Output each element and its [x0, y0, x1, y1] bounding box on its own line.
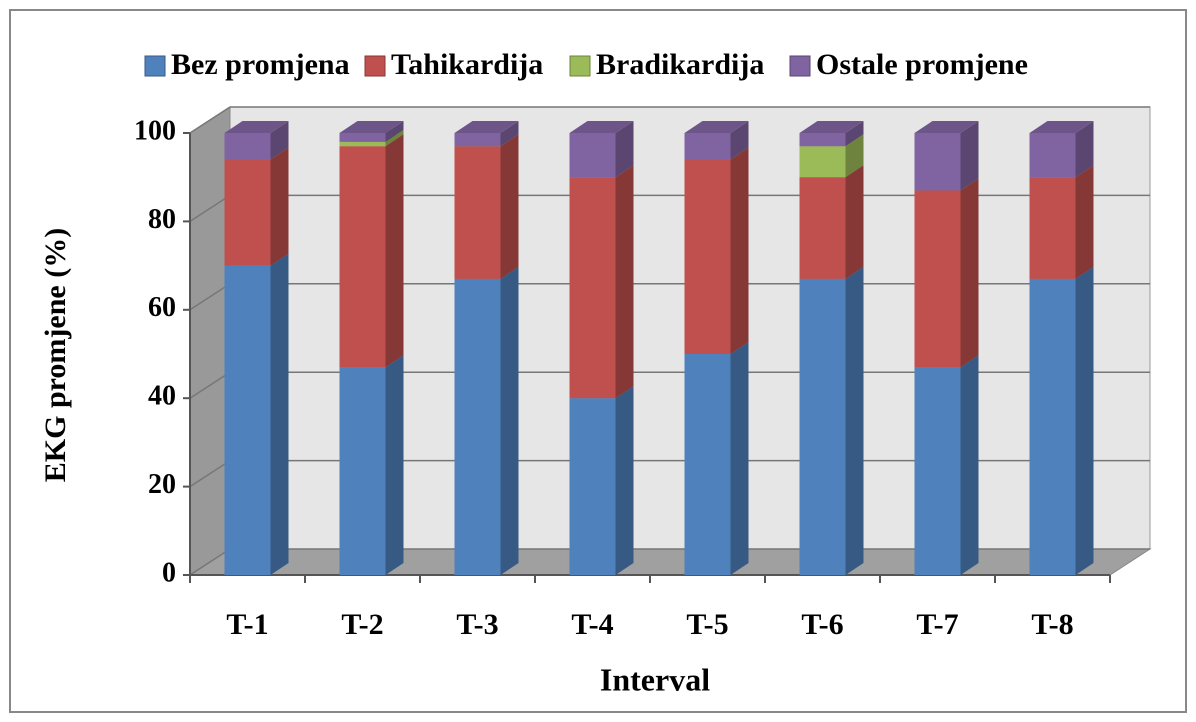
- bar-segment: [454, 278, 501, 575]
- bar-side: [1075, 165, 1094, 279]
- bar-side: [385, 121, 404, 142]
- y-tick-label: 20: [148, 469, 176, 500]
- bar-segment: [914, 190, 961, 368]
- x-tick-label: T-8: [1031, 608, 1073, 641]
- bar-segment: [684, 354, 731, 575]
- bar-side: [845, 165, 864, 279]
- bar-segment: [224, 159, 271, 266]
- bar-top: [454, 121, 519, 133]
- bar-side: [615, 121, 634, 178]
- legend-label: Ostale promjene: [816, 48, 1028, 81]
- bar-top: [914, 121, 979, 133]
- bar-top: [1029, 121, 1094, 133]
- bar-segment: [799, 133, 846, 147]
- y-tick-label: 80: [148, 204, 176, 235]
- bar-segment: [569, 398, 616, 575]
- grid-line: [189, 283, 231, 311]
- bar-side: [270, 147, 289, 266]
- bar-side: [500, 121, 519, 147]
- bar-side: [270, 253, 289, 575]
- bar-segment: [684, 133, 731, 160]
- bar-segment: [454, 133, 501, 147]
- bar-top: [224, 121, 289, 133]
- bar-side: [1075, 121, 1094, 178]
- y-tick-label: 100: [134, 115, 176, 146]
- bar-segment: [914, 133, 961, 191]
- bar-side: [500, 134, 519, 279]
- grid-line: [189, 371, 231, 399]
- bar-top: [799, 121, 864, 133]
- bar-segment: [914, 367, 961, 575]
- grid-line: [189, 106, 231, 134]
- y-axis-label: EKG promjene (%): [39, 228, 72, 482]
- bar-side: [615, 165, 634, 399]
- bar-segment: [1029, 133, 1076, 178]
- legend-label: Bez promjena: [171, 48, 350, 81]
- bar-side: [730, 121, 749, 160]
- bar-side: [385, 355, 404, 575]
- legend-label: Tahikardija: [391, 48, 543, 81]
- legend-swatch: [789, 55, 811, 77]
- bar-side: [270, 121, 289, 160]
- bar-segment: [339, 133, 386, 142]
- bar-side: [960, 121, 979, 191]
- bar-segment: [1029, 177, 1076, 279]
- bar-segment: [339, 146, 386, 368]
- y-tick-label: 0: [162, 557, 176, 588]
- bar-segment: [799, 278, 846, 575]
- side-wall: [189, 106, 231, 576]
- grid-line: [189, 548, 231, 576]
- bar-segment: [339, 367, 386, 575]
- y-tick-label: 60: [148, 292, 176, 323]
- x-tick-label: T-7: [916, 608, 958, 641]
- x-tick-label: T-2: [341, 608, 383, 641]
- x-axis-label: Interval: [600, 661, 710, 697]
- bar-side: [385, 129, 404, 147]
- x-tick-label: T-4: [571, 608, 613, 641]
- floor: [188, 548, 1152, 576]
- x-tick-label: T-5: [686, 608, 728, 641]
- legend-swatch: [569, 55, 591, 77]
- bar-side: [730, 147, 749, 354]
- bar-side: [730, 342, 749, 575]
- bar-segment: [339, 141, 386, 147]
- bar-segment: [454, 146, 501, 279]
- bar-segment: [799, 146, 846, 178]
- bar-side: [1075, 266, 1094, 575]
- bar-top: [339, 121, 404, 133]
- bar-top: [569, 121, 634, 133]
- x-tick-label: T-3: [456, 608, 498, 641]
- y-tick-label: 40: [148, 381, 176, 412]
- legend-swatch: [144, 55, 166, 77]
- bar-segment: [569, 133, 616, 178]
- bar-side: [500, 266, 519, 575]
- grid-line: [189, 194, 231, 223]
- bar-side: [845, 121, 864, 147]
- x-tick-label: T-1: [226, 608, 268, 641]
- grid-line: [189, 459, 231, 488]
- legend-label: Bradikardija: [596, 48, 764, 81]
- bar-side: [960, 355, 979, 575]
- bar-side: [845, 266, 864, 575]
- bar-segment: [224, 133, 271, 160]
- bar-side: [845, 134, 864, 178]
- bar-segment: [799, 177, 846, 279]
- legend-swatch: [364, 55, 386, 77]
- bar-side: [615, 386, 634, 575]
- bar-segment: [1029, 278, 1076, 575]
- bar-side: [960, 178, 979, 368]
- bar-segment: [224, 265, 271, 575]
- bar-top: [684, 121, 749, 133]
- bar-segment: [569, 177, 616, 399]
- x-tick-label: T-6: [801, 608, 843, 641]
- bar-segment: [684, 159, 731, 354]
- bar-side: [385, 134, 404, 368]
